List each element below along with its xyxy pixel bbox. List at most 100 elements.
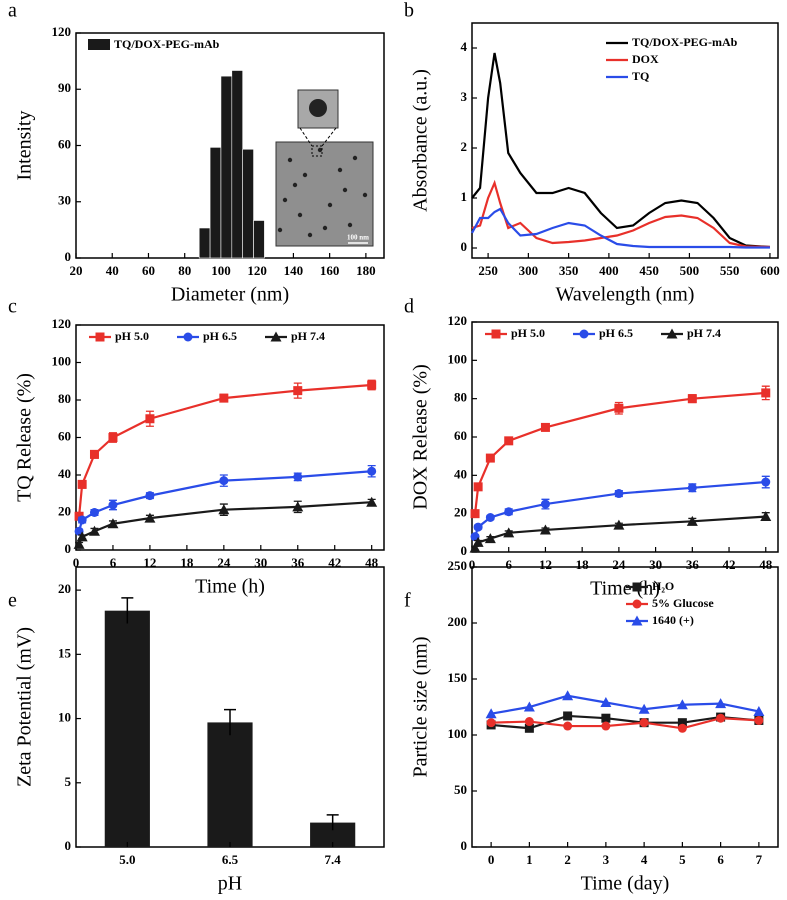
error-bar [121,597,134,624]
marker [469,542,481,553]
x-tick-label: 30 [649,557,662,572]
marker [539,524,551,535]
legend-label: pH 7.4 [291,329,325,343]
legend-label: DOX [632,52,659,66]
marker [504,507,514,517]
panel-label: c [8,296,17,318]
x-tick-label: 140 [284,263,304,278]
legend-label: TQ/DOX-PEG-mAb [632,35,738,49]
histogram-bar [242,148,254,259]
marker [523,701,535,712]
y-tick-label: 3 [461,89,468,104]
x-tick-label: 48 [365,555,379,570]
marker [677,723,687,733]
inset-particle [342,187,348,193]
bar [207,722,253,847]
marker [601,713,611,723]
marker [218,504,230,515]
histogram-bar [220,75,233,259]
y-tick-label: 4 [461,39,468,54]
y-axis-label: Particle size (nm) [410,636,432,777]
x-tick-label: 250 [478,263,498,278]
x-tick-label: 60 [142,263,155,278]
x-tick-label: 0 [488,852,495,867]
y-axis-label: DOX Release (%) [410,364,432,510]
y-tick-label: 150 [448,670,468,685]
x-tick-label: 42 [328,555,341,570]
x-tick-label: 36 [686,557,700,572]
y-tick-label: 0 [65,838,72,853]
legend-label: 1640 (+) [652,613,694,627]
marker [485,513,495,522]
x-tick-label: 6 [110,555,117,570]
x-tick-label: 30 [254,555,267,570]
y-tick-label: 0 [461,543,468,558]
x-tick-label: 20 [70,263,83,278]
marker [108,433,118,442]
y-axis-label: Intensity [14,111,36,181]
x-tick-label: 4 [641,852,648,867]
x-axis-label: Time (day) [581,873,670,895]
series-line [474,515,766,549]
x-tick-label: 5.0 [119,852,135,867]
y-axis-label: TQ Release (%) [14,373,36,502]
y-tick-label: 50 [454,782,467,797]
marker [473,482,483,492]
x-tick-label: 40 [106,263,119,278]
legend-label: H₂O [652,579,674,593]
inset-connector [321,127,337,147]
legend-label: TQ/DOX-PEG-mAb [114,37,220,51]
y-tick-label: 30 [58,193,71,208]
marker [540,422,550,432]
x-tick-label: 2 [564,852,571,867]
marker [77,479,87,489]
inset-particle [327,202,333,208]
marker [639,718,649,728]
marker [485,453,495,463]
marker [754,715,764,725]
marker [677,718,687,728]
x-tick-label: 5 [679,852,686,867]
series-line [473,391,766,514]
y-tick-label: 80 [58,391,71,406]
plot-frame [471,566,779,848]
x-axis-label: pH [218,873,242,895]
marker [366,496,378,507]
marker [614,489,624,499]
marker [88,525,100,536]
marker [470,509,480,519]
marker [563,711,573,721]
x-tick-label: 1 [526,852,533,867]
y-tick-label: 0 [65,249,72,264]
inset-particle [282,197,288,203]
y-axis-label: Absorbance (a.u.) [410,69,432,212]
x-tick-label: 18 [180,555,194,570]
marker [524,717,534,727]
y-tick-label: 20 [58,503,71,518]
marker [631,615,643,626]
y-tick-label: 120 [52,24,72,39]
x-tick-label: 12 [143,555,156,570]
marker [686,515,698,526]
marker [484,533,496,544]
y-tick-label: 100 [448,351,468,366]
inset-image [275,141,374,247]
error-bar [326,814,339,831]
y-tick-label: 40 [58,466,71,481]
plot-frame [75,324,385,551]
inset-zoom-particle [309,99,327,117]
x-axis-label: Time (h) [590,578,660,600]
marker [485,708,497,719]
y-tick-label: 120 [52,316,72,331]
bar [104,610,150,847]
x-tick-label: 7 [756,852,763,867]
marker [486,718,496,728]
marker [219,476,229,486]
marker [270,331,282,342]
marker [144,512,156,523]
marker [95,332,105,342]
x-tick-label: 3 [603,852,610,867]
marker [715,698,727,709]
legend-label: pH 5.0 [115,329,149,343]
marker [183,332,193,342]
